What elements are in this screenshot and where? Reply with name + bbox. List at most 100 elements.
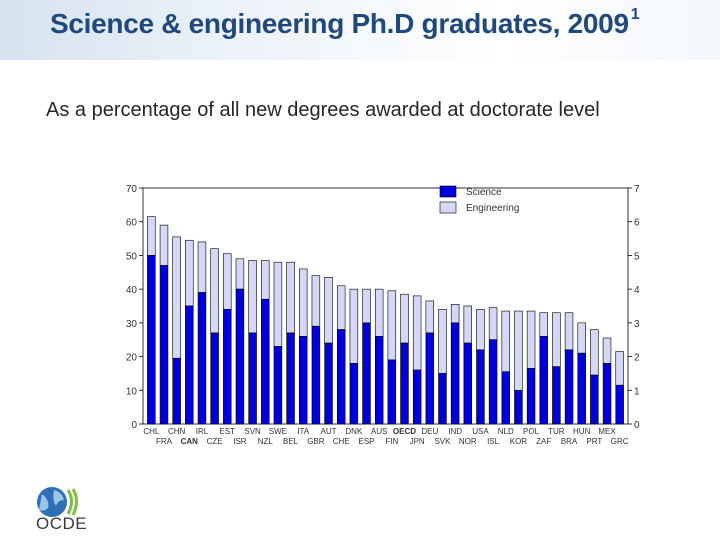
y-tick-label-right: 10 — [634, 386, 640, 397]
legend-swatch-engineering — [439, 201, 457, 214]
x-tick-label: NLD — [498, 427, 514, 436]
bar-science — [615, 384, 624, 425]
bar-engineering — [197, 241, 207, 293]
bar-science — [261, 298, 270, 425]
bar-engineering — [602, 337, 612, 364]
bar-engineering — [476, 309, 485, 351]
bar-engineering — [450, 304, 460, 324]
bar-science — [324, 342, 333, 425]
bar-science — [412, 369, 422, 425]
logo-text: OCDE — [36, 514, 88, 533]
legend-swatch-science — [439, 185, 457, 198]
legend-label-science: Science — [466, 187, 502, 198]
x-tick-label: FRA — [156, 437, 173, 446]
bar-science — [349, 363, 359, 425]
title-footnote: 1 — [630, 5, 640, 23]
bar-science — [552, 366, 561, 425]
x-tick-label: ESP — [359, 437, 375, 446]
globe-logo-icon — [37, 487, 78, 517]
x-tick-label: OECD — [393, 427, 416, 436]
bar-science — [400, 342, 409, 425]
y-tick-label-right: 20 — [634, 353, 640, 364]
bar-science — [590, 374, 599, 425]
x-tick-label: IND — [448, 427, 462, 436]
bar-science — [374, 336, 384, 425]
bar-engineering — [298, 268, 308, 337]
x-tick-label: PRT — [586, 437, 602, 446]
x-tick-label: EST — [219, 427, 235, 436]
bar-science — [488, 339, 498, 425]
bar-science — [298, 336, 308, 425]
y-tick-label-left: 20 — [126, 353, 138, 364]
bar-engineering — [400, 293, 409, 344]
page-subtitle: As a percentage of all new degrees award… — [46, 99, 600, 121]
bar-engineering — [463, 305, 473, 344]
x-tick-label: CHL — [143, 427, 160, 436]
y-tick-label-left: 70 — [126, 184, 138, 195]
bar-engineering — [235, 258, 245, 290]
x-tick-label: CHE — [333, 437, 350, 446]
bar-science — [362, 322, 371, 425]
bar-science — [526, 368, 536, 425]
y-tick-label-left: 40 — [126, 285, 138, 296]
x-tick-label: AUS — [371, 427, 387, 436]
x-tick-label: ZAF — [536, 437, 551, 446]
bar-engineering — [564, 312, 574, 351]
bar-science — [450, 322, 460, 425]
x-tick-label: USA — [472, 427, 489, 436]
bar-engineering — [501, 310, 510, 373]
bar-science — [286, 332, 295, 425]
bar-science — [248, 332, 257, 425]
bar-engineering — [349, 288, 359, 364]
x-tick-label: ITA — [297, 427, 310, 436]
bar-engineering — [539, 312, 548, 337]
y-tick-label-left: 0 — [131, 420, 137, 431]
x-tick-label: AUT — [321, 427, 337, 436]
bar-science — [147, 255, 156, 425]
bar-engineering — [159, 224, 169, 266]
bar-science — [273, 346, 283, 425]
bar-engineering — [311, 275, 321, 327]
bar-science — [476, 349, 485, 425]
bar-science — [159, 265, 169, 425]
x-tick-label: MEX — [598, 427, 616, 436]
bar-engineering — [172, 236, 181, 359]
x-tick-label: KOR — [510, 437, 528, 446]
bar-engineering — [412, 295, 422, 371]
bar-engineering — [261, 260, 270, 300]
bar-engineering — [514, 310, 523, 391]
bar-science — [223, 309, 232, 425]
x-tick-label: SVN — [244, 427, 261, 436]
bar-engineering — [425, 300, 435, 334]
y-tick-label-left: 30 — [126, 319, 138, 330]
y-tick-label-right: 30 — [634, 319, 640, 330]
stacked-bar-chart: 001010202030304040505060607070CHLFRACHNC… — [126, 184, 640, 446]
x-tick-label: GRC — [611, 437, 629, 446]
y-tick-label-left: 50 — [126, 251, 138, 262]
bar-engineering — [210, 248, 219, 334]
bar-science — [185, 305, 194, 425]
x-tick-label: TUR — [548, 427, 565, 436]
x-tick-label: ISR — [233, 437, 247, 446]
bar-engineering — [577, 322, 586, 354]
y-tick-label-right: 50 — [634, 251, 640, 262]
bar-science — [197, 292, 207, 425]
bar-engineering — [438, 309, 447, 374]
header-band: Science & engineering Ph.D graduates, 20… — [0, 0, 720, 60]
bar-science — [463, 342, 473, 425]
bar-science — [514, 389, 523, 425]
x-tick-label: POL — [523, 427, 540, 436]
bar-engineering — [223, 253, 232, 310]
bar-engineering — [336, 285, 346, 330]
x-tick-label: DNK — [345, 427, 363, 436]
bar-science — [438, 373, 447, 425]
x-tick-label: DEU — [421, 427, 438, 436]
bar-science — [210, 332, 219, 425]
bar-science — [564, 349, 574, 425]
bar-engineering — [552, 312, 561, 367]
x-tick-label: CAN — [181, 437, 199, 446]
bar-science — [311, 325, 321, 425]
plot-frame — [142, 187, 629, 425]
y-tick-label-left: 60 — [126, 218, 138, 229]
bar-engineering — [615, 351, 624, 386]
